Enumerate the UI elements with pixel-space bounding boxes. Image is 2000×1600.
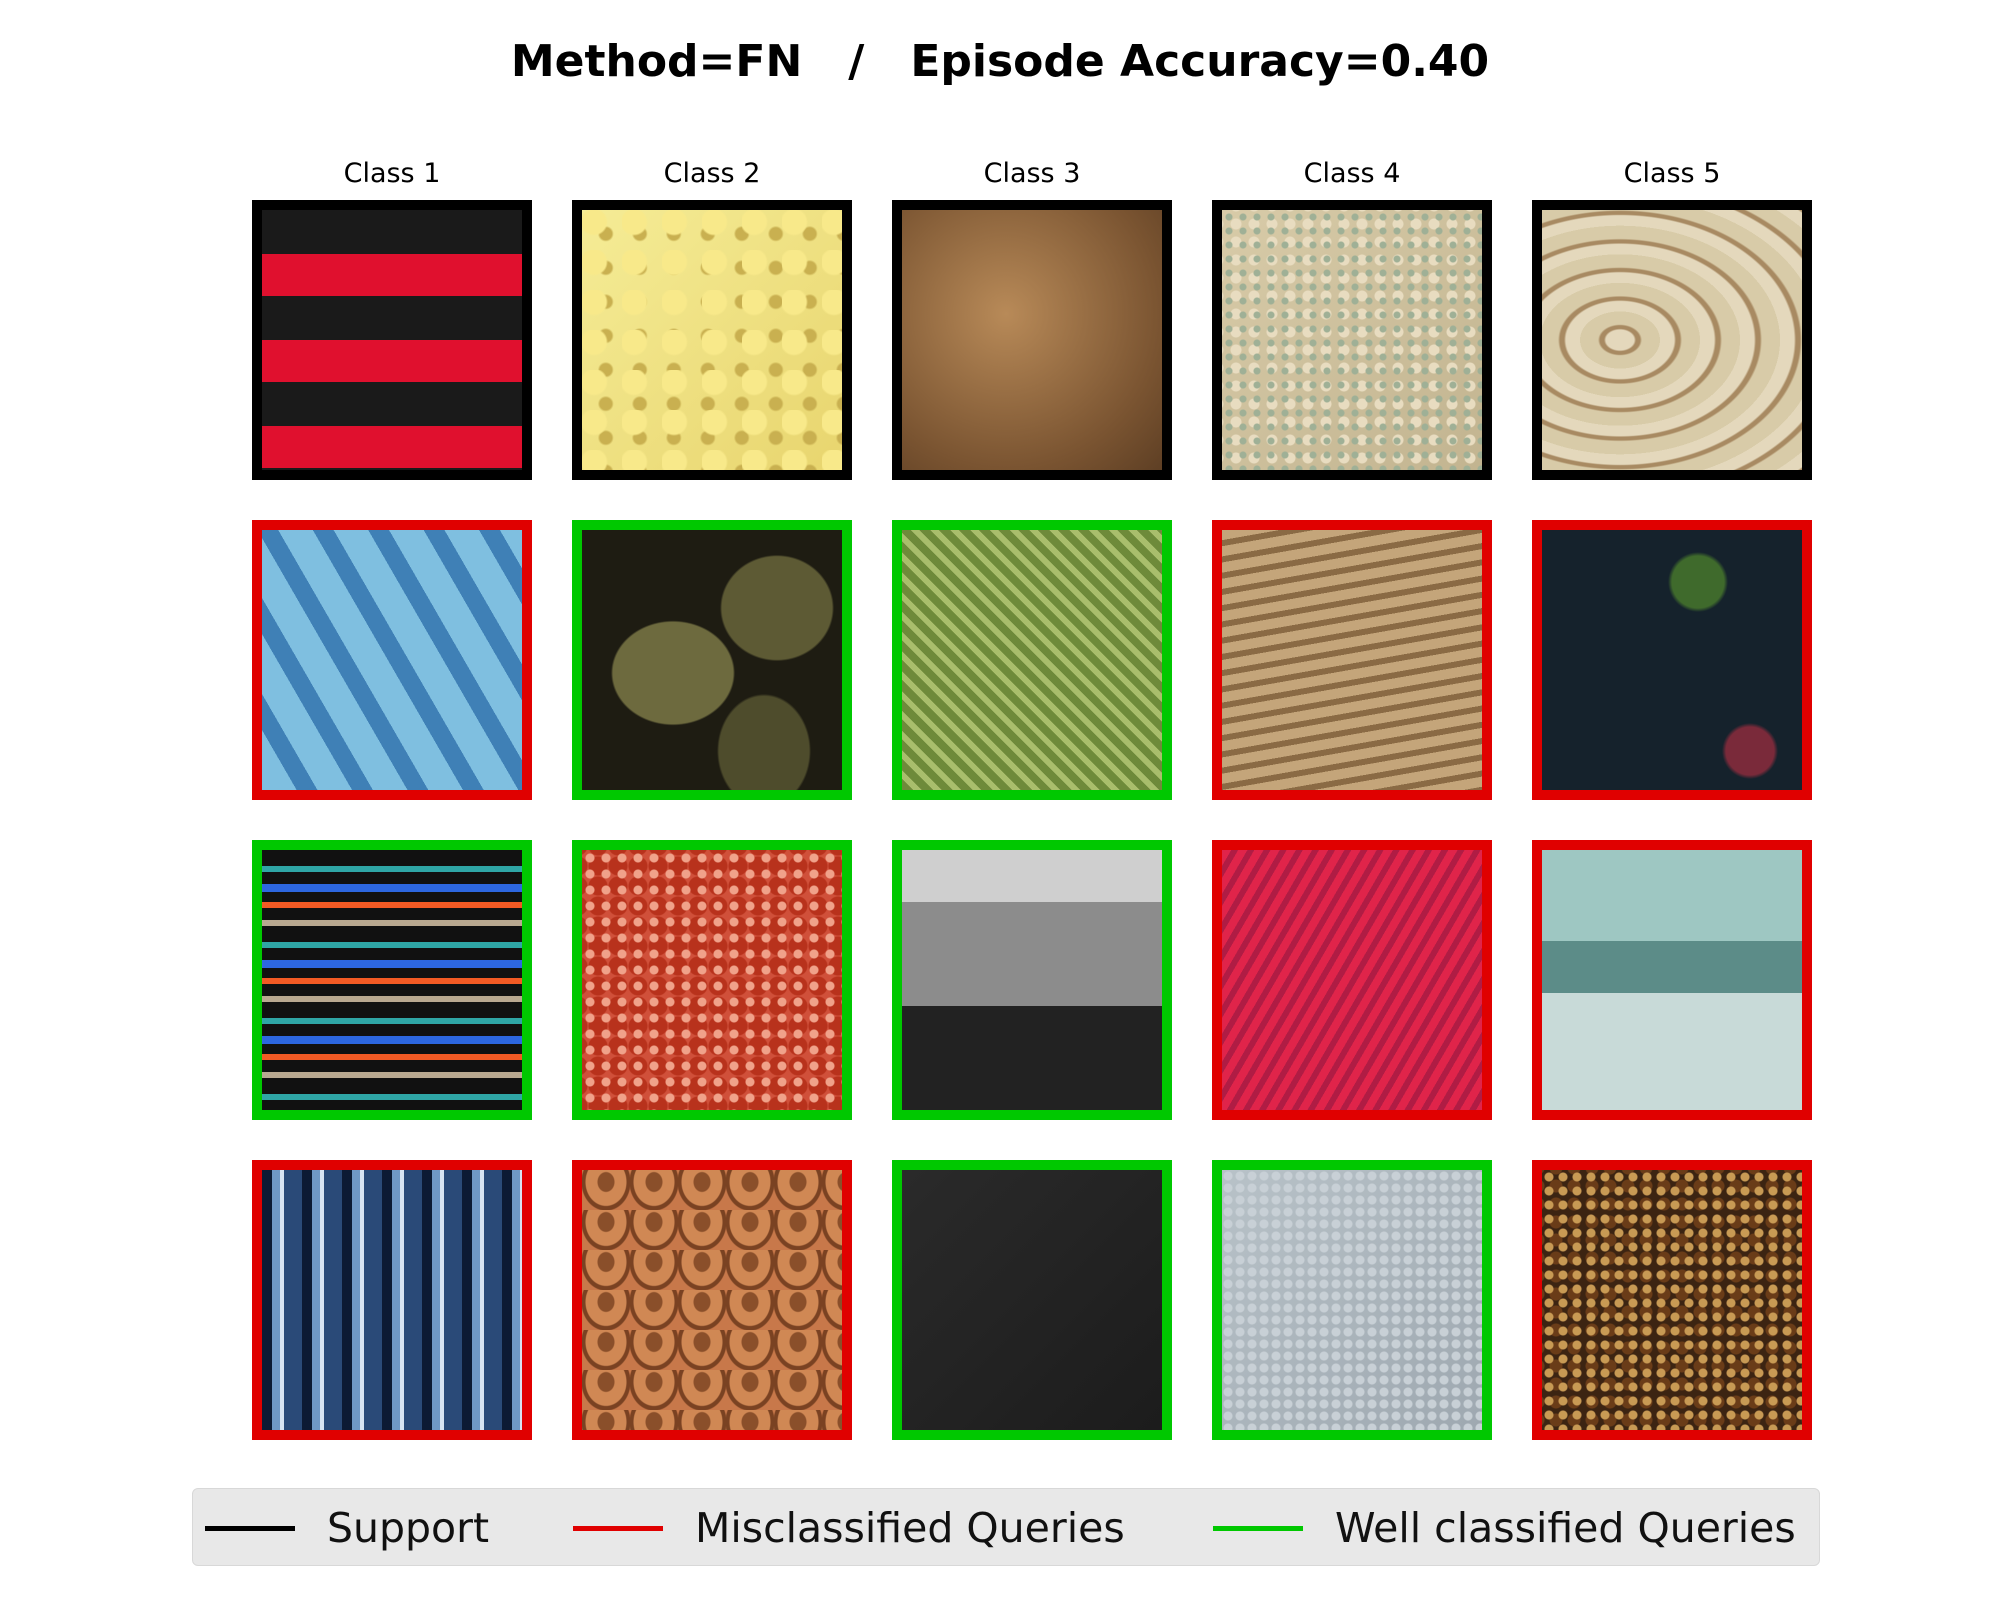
figure-title: Method=FN / Episode Accuracy=0.40 xyxy=(0,36,2000,87)
green-woven-texture xyxy=(902,530,1162,790)
query-image-class-4 xyxy=(1212,520,1492,800)
legend-line-misclassified xyxy=(573,1525,663,1531)
legend-item-well-classified: Well classified Queries xyxy=(1213,1489,1796,1567)
query-image-class-3 xyxy=(892,1160,1172,1440)
legend-label-well-classified: Well classified Queries xyxy=(1335,1504,1796,1552)
episode-grid: Class 1 Class 2 Class 3 Class 4 Class 5 xyxy=(252,158,1812,1440)
brown-granules-texture xyxy=(1542,1170,1802,1430)
column-header-class-1: Class 1 xyxy=(343,158,441,189)
title-accuracy: Episode Accuracy=0.40 xyxy=(910,36,1490,87)
title-method: Method=FN xyxy=(510,36,803,87)
query-image-class-4 xyxy=(1212,1160,1492,1440)
legend: Support Misclassified Queries Well class… xyxy=(192,1488,1820,1566)
yellow-bumpy-food-texture xyxy=(582,210,842,470)
tan-crochet-texture xyxy=(1222,530,1482,790)
brown-canvas-texture xyxy=(902,210,1162,470)
query-image-class-1 xyxy=(252,520,532,800)
query-image-class-5 xyxy=(1532,840,1812,1120)
red-purple-knit-texture xyxy=(1222,850,1482,1110)
orange-scales-texture xyxy=(582,1170,842,1430)
support-image-class-2 xyxy=(572,200,852,480)
legend-item-support: Support xyxy=(205,1489,489,1567)
legend-label-support: Support xyxy=(327,1504,490,1552)
support-image-class-5 xyxy=(1532,200,1812,480)
multicolor-stripes-texture xyxy=(262,850,522,1110)
support-image-class-3 xyxy=(892,200,1172,480)
query-image-class-2 xyxy=(572,1160,852,1440)
painted-street-texture xyxy=(1542,850,1802,1110)
legend-item-misclassified: Misclassified Queries xyxy=(573,1489,1125,1567)
cream-speckled-knit-texture xyxy=(1222,210,1482,470)
support-image-class-1 xyxy=(252,200,532,480)
query-image-class-1 xyxy=(252,840,532,1120)
dark-moss-texture xyxy=(1542,530,1802,790)
black-fabric-texture xyxy=(902,1170,1162,1430)
title-separator: / xyxy=(848,36,865,87)
avocados-texture xyxy=(582,530,842,790)
legend-label-misclassified: Misclassified Queries xyxy=(695,1504,1125,1552)
query-image-class-1 xyxy=(252,1160,532,1440)
red-black-stripes-texture xyxy=(262,210,522,470)
column-header-class-4: Class 4 xyxy=(1303,158,1401,189)
red-peanuts-texture xyxy=(582,850,842,1110)
support-image-class-4 xyxy=(1212,200,1492,480)
query-image-class-5 xyxy=(1532,520,1812,800)
grayscale-house-texture xyxy=(902,850,1162,1110)
gray-fleece-texture xyxy=(1222,1170,1482,1430)
query-image-class-5 xyxy=(1532,1160,1812,1440)
legend-line-support xyxy=(205,1525,295,1531)
query-image-class-3 xyxy=(892,520,1172,800)
query-image-class-2 xyxy=(572,840,852,1120)
column-header-class-2: Class 2 xyxy=(663,158,761,189)
query-image-class-4 xyxy=(1212,840,1492,1120)
blue-vertical-stripes-texture xyxy=(262,1170,522,1430)
column-header-class-3: Class 3 xyxy=(983,158,1081,189)
column-header-class-5: Class 5 xyxy=(1623,158,1721,189)
legend-line-well-classified xyxy=(1213,1525,1303,1531)
query-image-class-3 xyxy=(892,840,1172,1120)
query-image-class-2 xyxy=(572,520,852,800)
blue-diagonal-stripes-texture xyxy=(262,530,522,790)
cream-rolls-texture xyxy=(1542,210,1802,470)
